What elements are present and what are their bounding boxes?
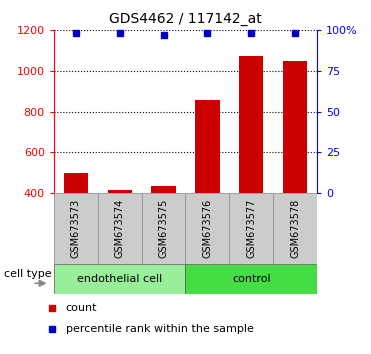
Bar — [142, 193, 186, 264]
Bar — [196, 100, 220, 193]
Bar — [64, 172, 88, 193]
Bar — [108, 190, 132, 193]
Text: cell type: cell type — [4, 269, 52, 279]
Text: GSM673578: GSM673578 — [290, 199, 300, 258]
Text: percentile rank within the sample: percentile rank within the sample — [66, 324, 254, 334]
Bar — [283, 61, 307, 193]
Bar — [186, 193, 229, 264]
Bar — [273, 193, 317, 264]
Text: GSM673575: GSM673575 — [158, 199, 168, 258]
Bar — [229, 193, 273, 264]
Text: GSM673573: GSM673573 — [71, 199, 81, 258]
Bar — [239, 56, 263, 193]
Bar — [186, 264, 317, 294]
Text: GSM673576: GSM673576 — [203, 199, 213, 258]
Text: count: count — [66, 303, 97, 313]
Text: GSM673577: GSM673577 — [246, 199, 256, 258]
Bar — [54, 264, 185, 294]
Title: GDS4462 / 117142_at: GDS4462 / 117142_at — [109, 12, 262, 26]
Text: control: control — [232, 274, 271, 284]
Bar — [54, 193, 98, 264]
Text: endothelial cell: endothelial cell — [77, 274, 162, 284]
Bar — [151, 186, 175, 193]
Text: GSM673574: GSM673574 — [115, 199, 125, 258]
Bar — [98, 193, 142, 264]
